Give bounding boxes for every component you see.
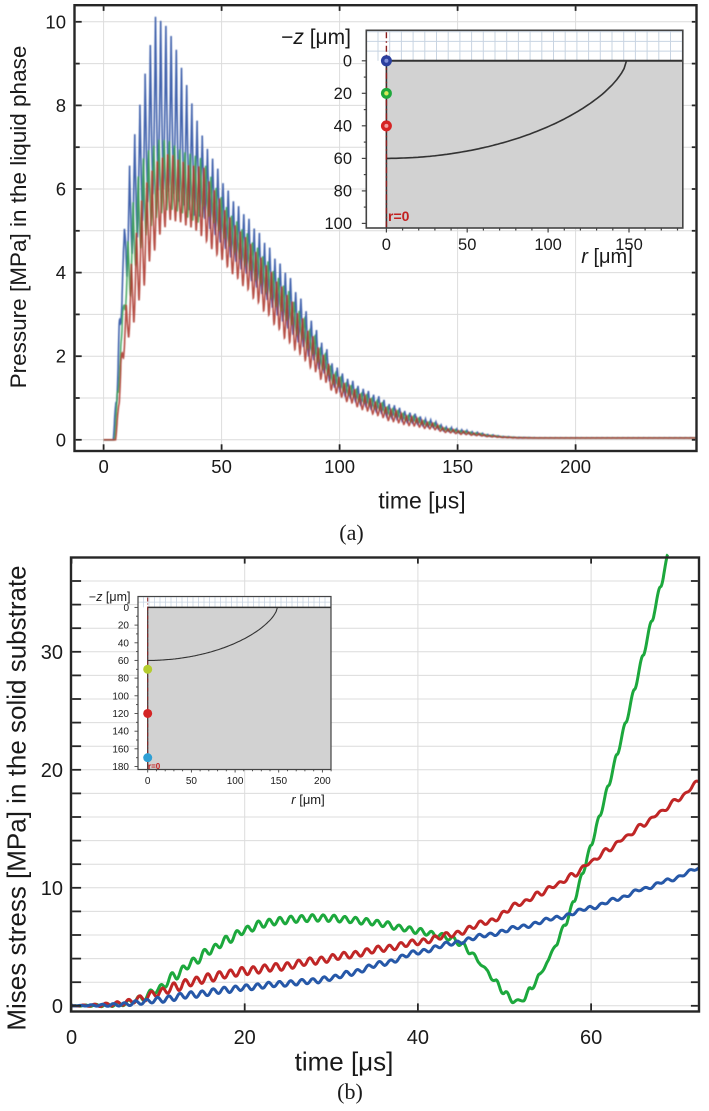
svg-text:6: 6 <box>56 179 66 200</box>
svg-text:r [μm]: r [μm] <box>291 792 325 807</box>
svg-text:0: 0 <box>145 776 151 787</box>
svg-text:80: 80 <box>334 182 352 200</box>
svg-text:100: 100 <box>112 691 129 702</box>
svg-text:10: 10 <box>45 11 66 32</box>
svg-text:−z [μm]: −z [μm] <box>89 590 131 604</box>
svg-text:20: 20 <box>118 621 130 632</box>
svg-text:120: 120 <box>112 709 129 720</box>
svg-text:8: 8 <box>56 95 66 116</box>
svg-text:20: 20 <box>234 1027 256 1049</box>
svg-text:40: 40 <box>407 1027 429 1049</box>
svg-text:50: 50 <box>211 456 232 477</box>
svg-text:180: 180 <box>112 762 129 773</box>
svg-text:40: 40 <box>334 117 352 135</box>
svg-text:0: 0 <box>343 52 352 70</box>
svg-text:200: 200 <box>314 776 331 787</box>
svg-text:50: 50 <box>186 776 198 787</box>
svg-text:0: 0 <box>66 1027 77 1049</box>
svg-text:200: 200 <box>560 456 591 477</box>
svg-text:−z [μm]: −z [μm] <box>281 26 351 49</box>
svg-text:0: 0 <box>123 603 129 614</box>
svg-text:160: 160 <box>112 744 129 755</box>
svg-text:30: 30 <box>41 642 63 664</box>
svg-text:60: 60 <box>118 656 130 667</box>
svg-text:10: 10 <box>41 878 63 900</box>
svg-text:Pressure [MPa] in the liquid p: Pressure [MPa] in the liquid phase <box>6 46 31 389</box>
svg-text:20: 20 <box>334 85 352 103</box>
svg-text:150: 150 <box>615 236 643 254</box>
svg-text:2: 2 <box>56 346 66 367</box>
svg-text:80: 80 <box>118 674 130 685</box>
svg-text:Mises stress [MPa] in the soli: Mises stress [MPa] in the solid substrat… <box>2 565 32 1030</box>
svg-text:20: 20 <box>41 760 63 782</box>
svg-text:0: 0 <box>98 456 108 477</box>
svg-text:r [μm]: r [μm] <box>581 246 633 268</box>
svg-text:40: 40 <box>118 638 130 649</box>
svg-text:100: 100 <box>227 776 244 787</box>
svg-text:100: 100 <box>534 236 562 254</box>
svg-text:0: 0 <box>382 236 391 254</box>
svg-text:50: 50 <box>458 236 476 254</box>
svg-text:100: 100 <box>324 215 352 233</box>
svg-text:4: 4 <box>56 262 66 283</box>
svg-text:150: 150 <box>442 456 473 477</box>
svg-text:r=0: r=0 <box>388 208 410 224</box>
svg-text:140: 140 <box>112 727 129 738</box>
svg-text:time [μs]: time [μs] <box>295 1047 394 1077</box>
svg-text:150: 150 <box>270 776 287 787</box>
svg-text:(b): (b) <box>337 1079 363 1104</box>
svg-text:60: 60 <box>580 1027 602 1049</box>
svg-text:0: 0 <box>56 429 66 450</box>
svg-text:time [μs]: time [μs] <box>378 488 465 514</box>
svg-text:0: 0 <box>52 996 63 1018</box>
svg-text:60: 60 <box>334 150 352 168</box>
svg-text:(a): (a) <box>339 520 363 545</box>
svg-text:100: 100 <box>324 456 355 477</box>
svg-text:r=0: r=0 <box>148 762 161 771</box>
